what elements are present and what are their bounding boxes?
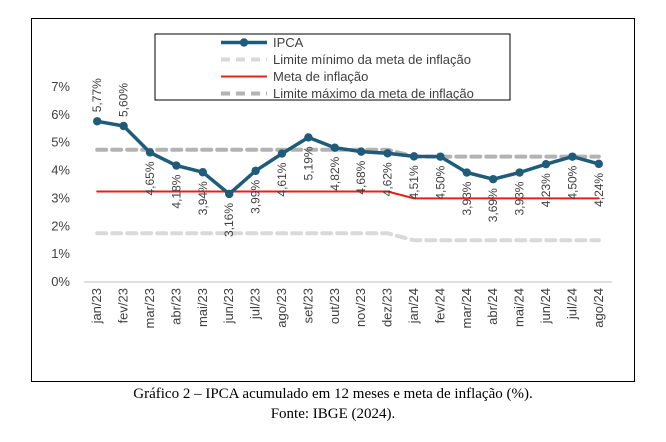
ipca-data-label: 5,19% [301, 146, 315, 180]
ipca-point [119, 121, 128, 131]
x-tick-label: ago/24 [591, 288, 606, 328]
ipca-point [409, 152, 419, 161]
x-tick-label: fev/24 [432, 288, 447, 323]
x-tick-label: nov/23 [353, 288, 368, 327]
ipca-point [172, 161, 181, 170]
ipca-data-label: 5,60% [117, 83, 131, 117]
x-tick-label: abr/23 [168, 288, 183, 325]
ipca-data-label: 4,61% [275, 162, 289, 196]
ipca-data-label: 4,18% [169, 174, 183, 208]
ipca-point [515, 168, 524, 177]
figure-source: Fonte: IBGE (2024). [270, 406, 396, 422]
y-tick-label: 0% [51, 274, 70, 289]
legend-entry-3: Limite máximo da meta de inflação [273, 86, 474, 101]
ipca-data-label: 3,16% [222, 203, 236, 237]
legend-entry-0: IPCA [273, 35, 304, 50]
ipca-data-label: 4,65% [143, 161, 157, 195]
x-tick-label: fev/23 [116, 288, 131, 323]
ipca-data-label: 4,23% [539, 173, 553, 207]
x-tick-label: ago/23 [274, 288, 289, 328]
x-tick-label: out/23 [327, 288, 342, 324]
legend-marker [239, 38, 249, 47]
ipca-data-label: 3,94% [196, 181, 210, 215]
y-tick-label: 7% [51, 79, 70, 94]
figure-caption: Gráfico 2 – IPCA acumulado em 12 meses e… [133, 386, 533, 402]
x-tick-label: jan/23 [89, 288, 104, 324]
chart-legend: IPCA Limite mínimo da meta de inflação Met… [154, 33, 511, 101]
x-tick-label: mar/23 [142, 288, 157, 328]
chart-data-labels: 5,77% 5,60% 4,65% 4,18% 3,94% 3,16% 3,99% 4,61%… [90, 78, 606, 237]
ipca-data-label: 4,24% [592, 173, 606, 207]
y-tick-label: 4% [51, 163, 70, 178]
ipca-point [330, 143, 339, 152]
x-tick-label: abr/24 [485, 288, 500, 325]
x-tick-label: jan/24 [406, 288, 421, 324]
ipca-point [251, 166, 260, 176]
legend-box [154, 33, 511, 101]
ipca-point [357, 147, 366, 156]
series-line-0 [95, 119, 601, 196]
ipca-data-label: 4,62% [381, 162, 395, 196]
ipca-point [541, 159, 551, 169]
ipca-point [568, 152, 577, 161]
ipca-point [145, 148, 155, 157]
legend-entry-1: Limite mínimo da meta de inflação [273, 52, 471, 67]
series-line-2 [96, 190, 600, 200]
ipca-data-label: 3,69% [486, 188, 500, 222]
y-tick-label: 2% [51, 218, 70, 233]
ipca-data-label: 3,99% [249, 180, 263, 214]
x-tick-label: dez/23 [380, 288, 395, 327]
ipca-point [93, 117, 102, 126]
ipca-point [594, 159, 603, 169]
ipca-point [383, 149, 392, 158]
ipca-point [436, 152, 445, 161]
y-tick-label: 6% [51, 107, 70, 122]
series-line-1 [95, 231, 601, 243]
x-tick-label: mar/24 [459, 288, 474, 328]
x-tick-label: jul/24 [564, 288, 579, 320]
ipca-point [489, 175, 498, 184]
chart-series [93, 117, 603, 243]
x-tick-label: set/23 [300, 288, 315, 323]
ipca-data-label: 4,50% [433, 165, 447, 199]
ipca-data-label: 4,50% [565, 165, 579, 199]
ipca-point [304, 133, 313, 142]
x-tick-label: mai/24 [512, 288, 527, 327]
ipca-data-label: 5,77% [90, 78, 104, 112]
ipca-data-label: 3,93% [460, 181, 474, 215]
y-tick-label: 1% [51, 246, 70, 261]
x-tick-label: jun/24 [538, 288, 553, 324]
x-tick-label: jul/23 [248, 288, 263, 320]
ipca-point [462, 168, 471, 177]
ipca-data-label: 4,82% [328, 156, 342, 190]
y-tick-label: 5% [51, 135, 70, 150]
y-tick-label: 3% [51, 190, 70, 205]
x-tick-label: jun/23 [221, 288, 236, 324]
ipca-point [198, 168, 207, 177]
ipca-data-label: 4,51% [407, 165, 421, 199]
x-tick-label: mai/23 [195, 288, 210, 327]
ipca-data-label: 3,93% [513, 181, 527, 215]
ipca-point [225, 189, 234, 199]
chart-axes: 0% 1% 2% 3% 4% 5% 6% 7% jan/23 fev/23 mar/23 abr/23… [51, 79, 612, 328]
legend-entry-2: Meta de inflação [273, 69, 368, 84]
ipca-data-label: 4,68% [354, 160, 368, 194]
ipca-point [277, 149, 287, 158]
